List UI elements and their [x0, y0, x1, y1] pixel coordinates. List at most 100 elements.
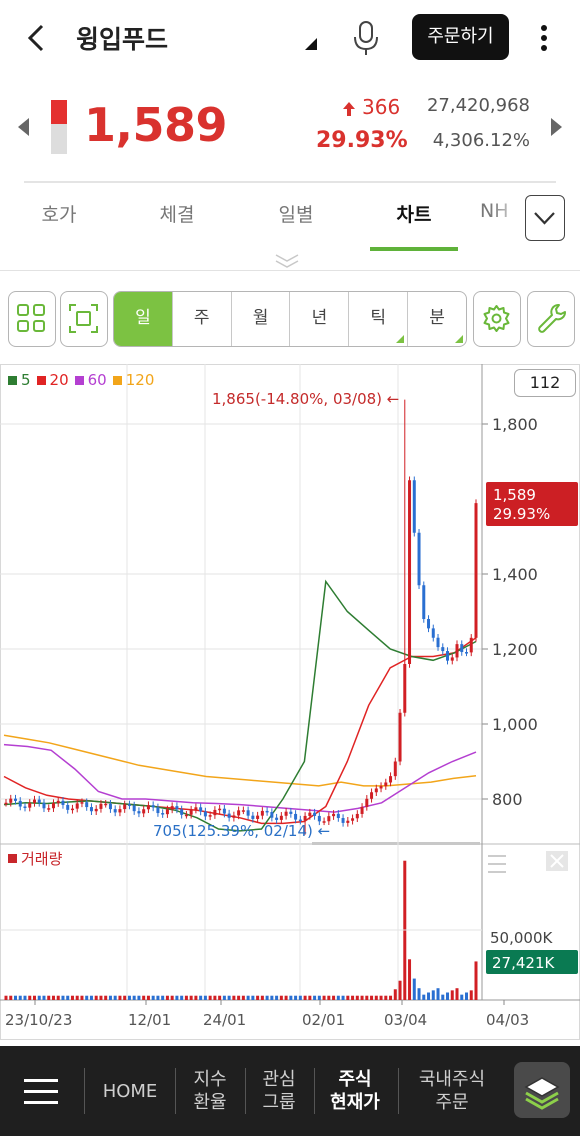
candle-body	[94, 808, 98, 812]
period-day[interactable]: 일	[114, 292, 173, 346]
tab-fade	[490, 190, 525, 240]
volume-bar	[469, 990, 473, 1000]
stock-dropdown-icon[interactable]	[305, 38, 317, 50]
period-tick[interactable]: 틱	[349, 292, 409, 346]
nav-order-line2: 주문	[435, 1092, 469, 1113]
x-tick-label: 02/01	[302, 1011, 345, 1029]
period-year[interactable]: 년	[290, 292, 350, 346]
trade-volume: 27,420,968	[426, 95, 530, 116]
more-menu-icon[interactable]	[532, 20, 556, 56]
candle-body	[47, 808, 51, 810]
back-arrow-icon[interactable]	[22, 20, 52, 56]
layers-icon	[524, 1077, 560, 1110]
current-volume-tag-value: 27,421K	[492, 954, 555, 972]
stock-name[interactable]: 윙입푸드	[76, 25, 169, 54]
volume-bar	[336, 995, 340, 1000]
candle-body	[360, 806, 364, 814]
nav-watchlist[interactable]: 관심 그룹	[250, 1046, 308, 1136]
high-price-annotation: 1,865(-14.80%, 03/08) ←	[212, 390, 399, 408]
layers-button[interactable]	[514, 1062, 570, 1118]
fullscreen-button[interactable]	[60, 291, 108, 347]
volume-bar	[351, 995, 355, 1000]
nav-divider	[245, 1068, 246, 1114]
current-price-tag-value: 1,589	[493, 486, 536, 504]
candle-body	[28, 802, 32, 808]
collapse-chevron-icon[interactable]	[274, 252, 300, 270]
candle-body	[393, 761, 397, 777]
volume-bar	[132, 995, 136, 1000]
tab-chart[interactable]: 차트	[396, 204, 432, 226]
volume-bar	[303, 995, 307, 1000]
volume-bar	[146, 995, 150, 1000]
order-button[interactable]: 주문하기	[412, 14, 509, 60]
candle-body	[208, 815, 212, 817]
ma120-line	[3, 734, 477, 787]
volume-bar	[75, 995, 79, 1000]
volume-bar	[142, 995, 146, 1000]
volume-bar	[408, 959, 412, 1000]
candle-body	[251, 815, 255, 819]
candle-body	[327, 816, 331, 822]
hamburger-menu-icon[interactable]	[22, 1076, 60, 1106]
volume-bar	[398, 980, 402, 1000]
volume-bar	[94, 995, 98, 1000]
volume-bar	[66, 995, 70, 1000]
period-week[interactable]: 주	[173, 292, 232, 346]
tab-daily[interactable]: 일별	[278, 204, 314, 226]
candle-body	[460, 644, 464, 653]
volume-bar	[389, 995, 393, 1000]
stock-chart[interactable]: 1,800 1,400 1,200 1,000 800 1,865(-14.80%, 03…	[0, 364, 580, 1040]
volume-bar	[180, 995, 184, 1000]
volume-bar	[417, 988, 421, 1000]
volume-bar	[313, 995, 317, 1000]
candle-body	[436, 637, 440, 648]
candle-body	[279, 815, 283, 820]
volume-bar	[455, 988, 459, 1000]
candle-body	[417, 532, 421, 586]
volume-bar	[18, 995, 22, 1000]
app-header: 윙입푸드 주문하기	[0, 0, 580, 76]
nav-divider	[175, 1068, 176, 1114]
volume-bar	[384, 995, 388, 1000]
candle-body	[384, 782, 388, 787]
tab-hoga[interactable]: 호가	[41, 204, 77, 226]
price-range-fill	[51, 100, 67, 125]
volume-bar	[260, 995, 264, 1000]
legend-swatch	[36, 375, 46, 385]
volume-bar	[370, 995, 374, 1000]
tab-more-button[interactable]	[525, 195, 565, 241]
candle-body	[403, 664, 407, 713]
current-price: 1,589	[84, 98, 228, 152]
period-minute[interactable]: 분	[408, 292, 466, 346]
volume-bar	[427, 992, 431, 1000]
tab-trades[interactable]: 체결	[159, 204, 195, 226]
chart-tools-button[interactable]	[527, 291, 575, 347]
previous-stock-icon[interactable]	[18, 118, 29, 136]
next-stock-icon[interactable]	[551, 118, 562, 136]
chevron-down-icon	[534, 212, 555, 225]
volume-bar	[341, 995, 345, 1000]
candle-body	[13, 798, 17, 801]
candle-body	[85, 802, 89, 808]
y-tick-label: 1,000	[492, 715, 538, 734]
period-month[interactable]: 월	[232, 292, 291, 346]
volume-bar	[256, 995, 260, 1000]
microphone-icon[interactable]	[350, 18, 382, 58]
period-count-box[interactable]: 112	[514, 369, 576, 397]
legend-ma5: 5	[8, 371, 31, 389]
candle-body	[232, 815, 236, 818]
candle-body	[246, 810, 250, 816]
chart-settings-button[interactable]	[473, 291, 521, 347]
layout-grid-button[interactable]	[8, 291, 56, 347]
nav-home[interactable]: HOME	[94, 1046, 166, 1136]
nav-stock-price[interactable]: 주식 현재가	[320, 1046, 390, 1136]
nav-domestic-order[interactable]: 국내주식 주문	[404, 1046, 500, 1136]
nav-index-rate[interactable]: 지수 환율	[180, 1046, 240, 1136]
volume-bar	[289, 995, 293, 1000]
volume-bar	[56, 995, 60, 1000]
candle-body	[450, 657, 454, 661]
x-tick-label: 12/01	[128, 1011, 171, 1029]
legend-label: 5	[21, 371, 31, 389]
nav-home-label: HOME	[102, 1080, 158, 1102]
candle-body	[308, 812, 312, 816]
